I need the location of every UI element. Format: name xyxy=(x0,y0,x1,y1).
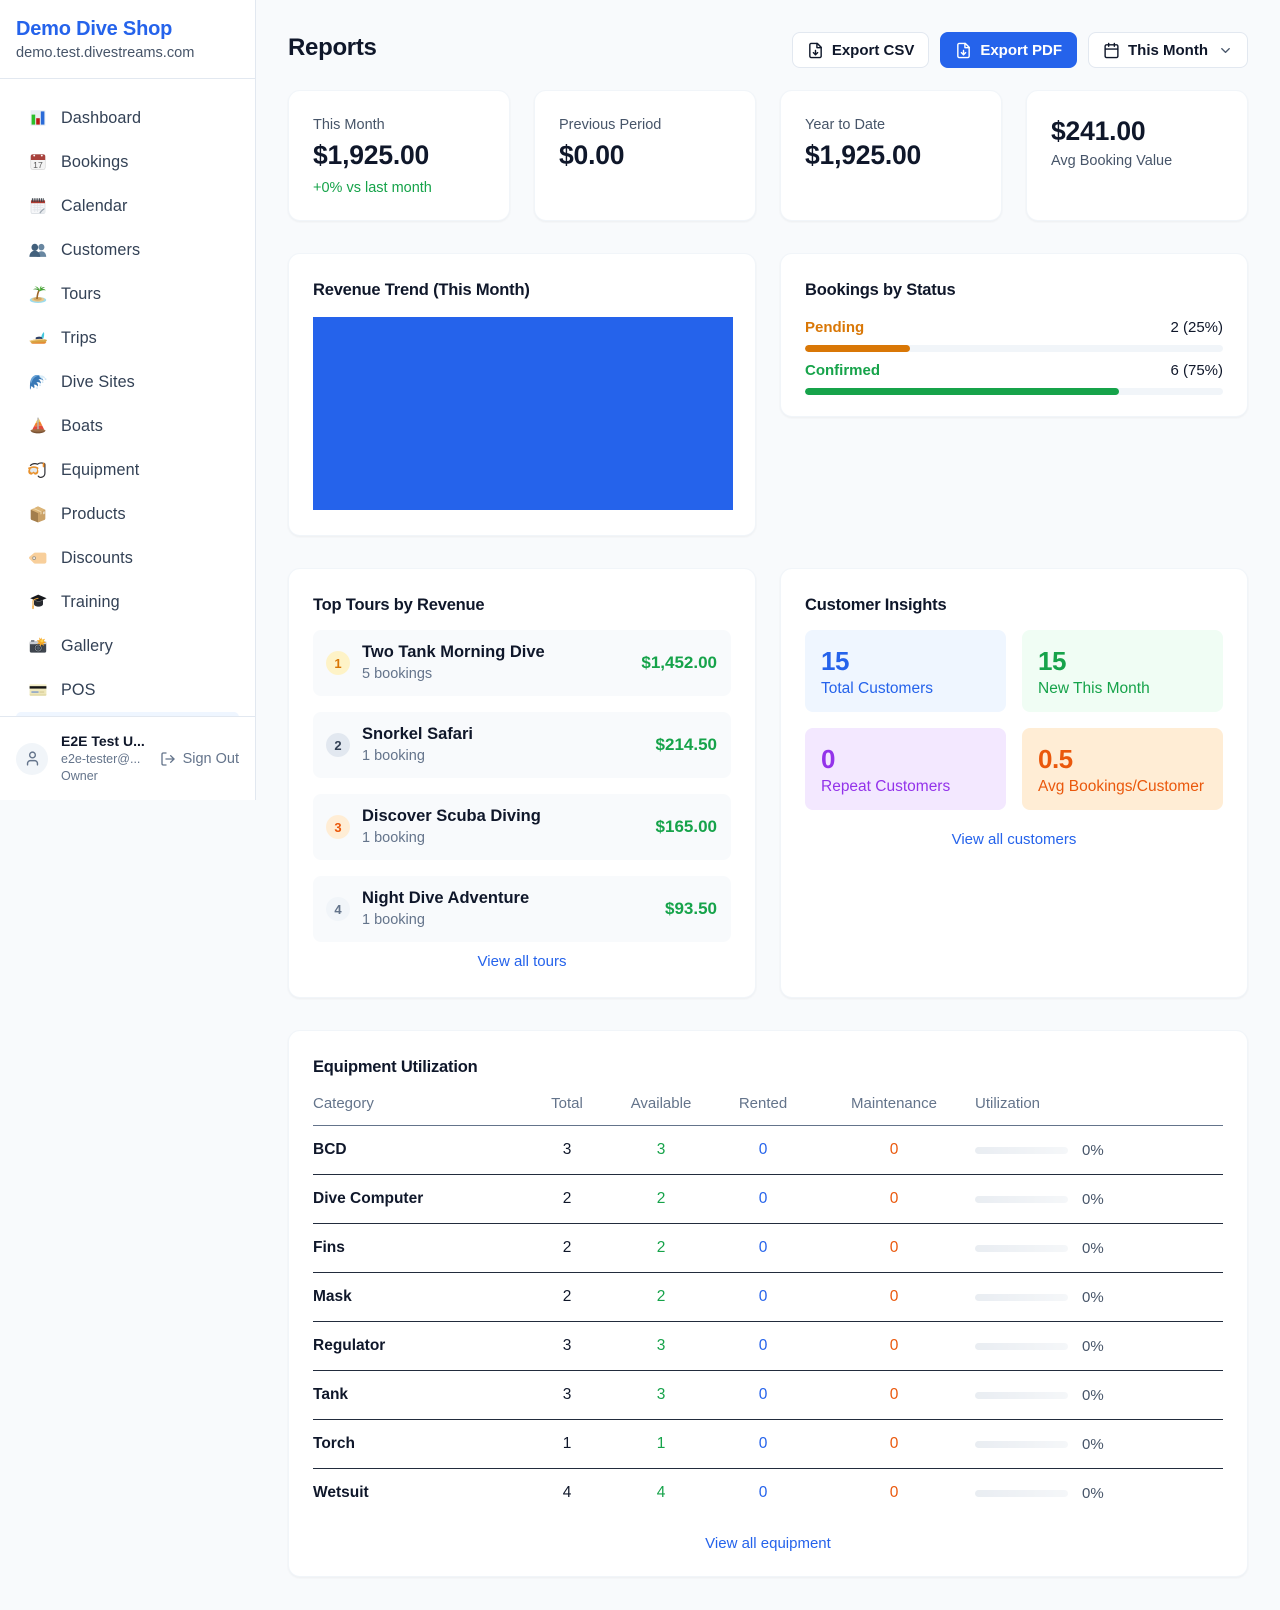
svg-text:17: 17 xyxy=(33,160,43,170)
